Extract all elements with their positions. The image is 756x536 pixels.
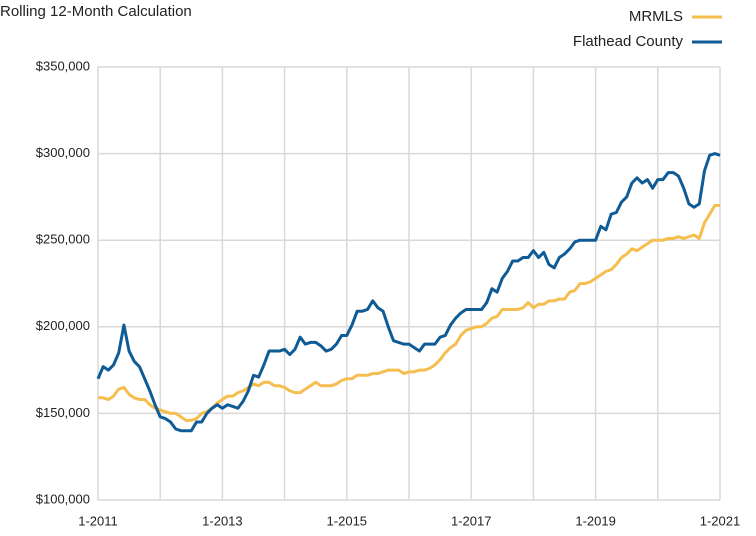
legend-label: MRMLS xyxy=(629,8,683,25)
x-tick-label: 1-2011 xyxy=(78,513,118,528)
x-tick-label: 1-2019 xyxy=(575,513,615,528)
y-tick-label: $150,000 xyxy=(36,405,90,420)
y-tick-label: $300,000 xyxy=(36,145,90,160)
x-tick-label: 1-2021 xyxy=(700,513,740,528)
series-line xyxy=(98,204,720,422)
y-tick-label: $100,000 xyxy=(36,491,90,506)
legend-label: Flathead County xyxy=(573,33,684,50)
y-tick-label: $200,000 xyxy=(36,318,90,333)
x-tick-label: 1-2013 xyxy=(202,513,242,528)
y-tick-label: $250,000 xyxy=(36,232,90,247)
x-tick-label: 1-2017 xyxy=(451,513,491,528)
y-tick-label: $350,000 xyxy=(36,58,90,73)
chart-title: Rolling 12-Month Calculation xyxy=(0,3,192,20)
series-line xyxy=(96,152,721,433)
x-tick-label: 1-2015 xyxy=(327,513,367,528)
